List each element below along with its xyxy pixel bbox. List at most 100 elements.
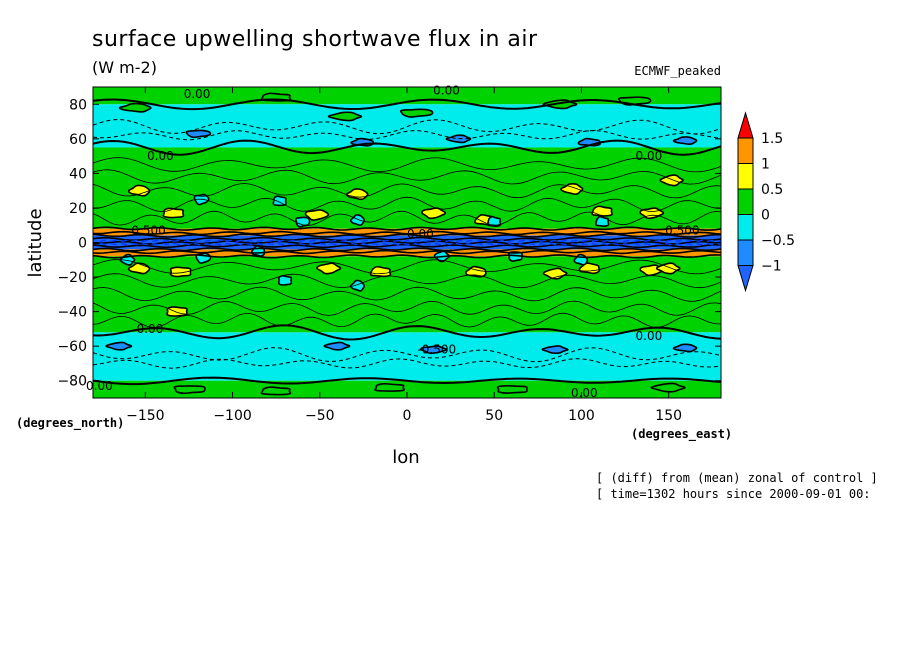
- eq-arrow: [560, 239, 567, 246]
- contour-eq6: [93, 247, 721, 252]
- contour-label-6: 0.00: [86, 379, 113, 393]
- eq-arrow: [340, 239, 347, 246]
- contour-eq4: [93, 240, 721, 245]
- eq-arrow: [518, 239, 525, 246]
- colorbar-box-2: [737, 188, 754, 215]
- y-axis: 80 60 40 20 0 −20 −40 −60 −80: [57, 97, 721, 390]
- contour-s80: [93, 376, 721, 386]
- eq-arrow: [434, 239, 442, 246]
- colorbar-label-1: 1: [761, 157, 770, 173]
- eq-arrow: [612, 239, 619, 246]
- eq-arrow: [623, 239, 630, 246]
- colorbar-label-0: 1.5: [761, 131, 783, 147]
- eq-arrow: [455, 239, 462, 246]
- eq-arrow: [246, 239, 253, 246]
- eq-arrow: [476, 239, 483, 246]
- contour-nt0: [93, 157, 721, 173]
- blue-min-8: [541, 345, 569, 355]
- eq-arrow: [173, 239, 180, 246]
- yellow-south-8: [166, 306, 188, 317]
- yellow-south-9: [655, 262, 681, 275]
- y-tick-label-2: 40: [69, 166, 87, 182]
- cyan-pocket-5: [595, 215, 610, 227]
- contour-eq8: [93, 254, 721, 259]
- yellow-south-4: [465, 265, 487, 278]
- green-patch-2: [327, 111, 363, 122]
- eq-arrow: [225, 239, 232, 246]
- eq-arrow: [654, 239, 661, 246]
- footer-line-2: [ time=1302 hours since 2000-09-01 00:: [596, 487, 871, 501]
- contour-n62: [93, 130, 721, 141]
- green-patch-0: [118, 102, 152, 113]
- eq-arrow: [508, 239, 515, 246]
- contour-label-7: 0.00: [571, 386, 598, 400]
- colorbar-label-4: −0.5: [761, 233, 795, 249]
- blue-min-5: [105, 341, 133, 351]
- green-patch-9: [496, 384, 528, 394]
- cyan-pocket-8: [277, 274, 293, 286]
- colorbar-box-3: [737, 214, 754, 241]
- green-patch-7: [260, 386, 292, 396]
- y-tick-label-8: −80: [57, 374, 87, 390]
- contour-st1: [93, 273, 721, 289]
- cyan-pocket-4: [486, 215, 502, 227]
- eq-arrow: [152, 239, 159, 246]
- contour-label-10: 0.500: [665, 223, 699, 237]
- eq-arrow: [602, 239, 609, 246]
- eq-arrow: [497, 239, 504, 246]
- yellow-south-1: [169, 266, 192, 278]
- colorbar: 1.5 1 0.5 0 −0.5 −1: [737, 111, 795, 293]
- colorbar-box-0: [737, 137, 754, 164]
- eq-arrow: [235, 239, 243, 246]
- x-unit-note: (degrees_east): [631, 427, 732, 442]
- contour-label-5: 0.00: [636, 329, 663, 343]
- eq-arrow: [539, 239, 546, 246]
- eq-arrow: [309, 239, 316, 246]
- eq-arrow: [267, 239, 274, 246]
- blue-min-4: [672, 136, 698, 146]
- contour-label-11: 0.00: [407, 227, 434, 241]
- blue-min-0: [185, 129, 212, 139]
- band-2: [93, 147, 721, 229]
- x-tick-label-0: −150: [126, 408, 164, 424]
- contour-label-3: 0.00: [636, 149, 663, 163]
- contour-s52: [93, 324, 721, 341]
- colorbar-over: [737, 111, 754, 139]
- plot-area: [93, 87, 721, 398]
- y-tick-label-3: 20: [69, 201, 87, 217]
- colorbar-label-3: 0: [761, 208, 770, 224]
- field-features: [105, 92, 698, 396]
- colorbar-box-4: [737, 239, 754, 266]
- yellow-north-1: [162, 207, 185, 219]
- eq-arrow: [162, 239, 169, 246]
- contour-n67: [93, 119, 721, 135]
- eq-arrow: [214, 239, 222, 246]
- contour-eq3: [93, 236, 721, 242]
- footer-line-1: [ (diff) from (mean) zonal of control ]: [596, 471, 878, 485]
- eq-arrow: [351, 239, 358, 246]
- contour-label-4: 0.00: [137, 322, 164, 336]
- yellow-north-2: [304, 209, 330, 221]
- eq-arrow: [696, 239, 703, 246]
- contour-nt1: [93, 169, 721, 185]
- contour-eq7: [93, 249, 721, 255]
- eq-arrow: [424, 239, 431, 246]
- contour-label-1: 0.00: [433, 83, 460, 97]
- eq-arrow: [110, 239, 117, 246]
- blue-min-6: [323, 341, 351, 351]
- green-patch-10: [650, 382, 686, 393]
- blue-min-2: [445, 134, 472, 144]
- green-patch-6: [173, 385, 206, 395]
- yellow-south-3: [369, 265, 392, 278]
- contour-eq2: [93, 233, 721, 238]
- contour-n80: [93, 98, 721, 111]
- x-tick-label-1: −100: [213, 408, 251, 424]
- eq-arrow: [183, 239, 190, 246]
- yellow-north-9: [659, 174, 684, 187]
- eq-arrow: [445, 239, 452, 246]
- contour-n55: [93, 139, 721, 156]
- eq-arrow: [131, 239, 138, 246]
- contour-st3: [93, 300, 721, 316]
- y-tick-label-0: 80: [69, 97, 87, 113]
- y-tick-label-6: −40: [57, 305, 87, 321]
